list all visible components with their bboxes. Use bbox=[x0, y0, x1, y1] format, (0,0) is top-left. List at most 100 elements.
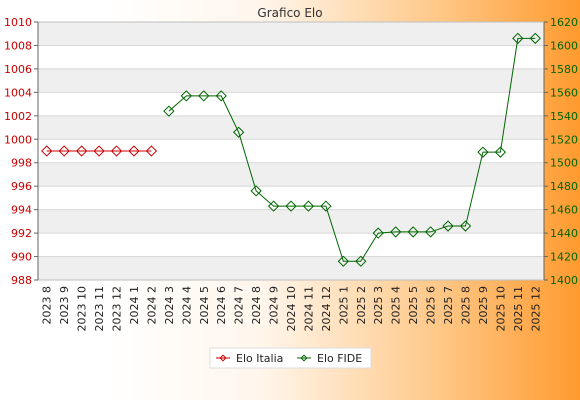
right-axis-tick-label: 1620 bbox=[550, 16, 578, 29]
x-axis-tick-label: 2025 2 bbox=[355, 286, 368, 325]
right-axis-tick-label: 1600 bbox=[550, 39, 578, 52]
legend: Elo Italia Elo FIDE bbox=[209, 347, 372, 369]
series-elo-italia bbox=[41, 145, 158, 157]
left-axis: 988 990 992 994 996 998 1000 1002 1004 1006 1008 10… bbox=[4, 16, 39, 287]
right-axis-tick-label: 1420 bbox=[550, 251, 578, 264]
x-axis-tick-label: 2025 10 bbox=[494, 286, 507, 332]
right-axis-tick-label: 1500 bbox=[550, 157, 578, 170]
right-axis-tick-label: 1480 bbox=[550, 180, 578, 193]
data-point bbox=[285, 200, 297, 212]
right-axis-tick-label: 1440 bbox=[550, 227, 578, 240]
data-point bbox=[494, 146, 507, 158]
data-point bbox=[215, 90, 227, 102]
legend-box bbox=[209, 347, 372, 369]
x-axis-tick-label: 2024 9 bbox=[268, 286, 281, 325]
x-axis-tick-label: 2025 11 bbox=[512, 286, 525, 332]
left-axis-tick-label: 1000 bbox=[4, 133, 32, 146]
legend-label: Elo Italia bbox=[236, 352, 283, 365]
x-axis-tick-label: 2025 5 bbox=[407, 286, 420, 325]
data-point bbox=[424, 226, 437, 238]
data-point bbox=[110, 145, 123, 157]
data-point bbox=[41, 145, 53, 157]
x-axis-tick-label: 2025 6 bbox=[425, 286, 438, 325]
right-axis-tick-label: 1560 bbox=[550, 86, 578, 99]
legend-marker bbox=[219, 354, 227, 362]
x-axis-tick-label: 2024 4 bbox=[180, 286, 193, 325]
series-elo-fide bbox=[163, 32, 541, 267]
left-axis-tick-label: 1002 bbox=[4, 110, 32, 123]
x-axis-tick-label: 2024 3 bbox=[163, 286, 176, 325]
data-point bbox=[372, 227, 384, 239]
data-point bbox=[459, 220, 472, 232]
left-axis-tick-label: 992 bbox=[11, 227, 32, 240]
x-axis-tick-label: 2025 3 bbox=[372, 286, 385, 325]
x-axis-tick-label: 2024 8 bbox=[250, 286, 263, 325]
x-axis-tick-label: 2025 4 bbox=[390, 286, 403, 325]
x-axis-tick-label: 2024 11 bbox=[302, 286, 315, 332]
grid-band bbox=[38, 162, 544, 187]
x-axis-tick-label: 2025 8 bbox=[459, 286, 472, 325]
x-axis-tick-label: 2024 1 bbox=[128, 286, 141, 325]
x-axis-tick-label: 2023 9 bbox=[58, 286, 71, 325]
plot-area bbox=[38, 22, 544, 280]
data-point bbox=[128, 145, 140, 157]
grid-band bbox=[38, 209, 544, 234]
left-axis-tick-label: 994 bbox=[11, 204, 32, 217]
data-point bbox=[477, 146, 489, 158]
right-axis-tick-label: 1460 bbox=[550, 204, 578, 217]
data-point bbox=[163, 105, 175, 117]
left-axis-tick-label: 988 bbox=[11, 274, 32, 287]
x-axis-tick-label: 2025 1 bbox=[337, 286, 350, 325]
data-point bbox=[180, 90, 192, 102]
chart-title: Grafico Elo bbox=[257, 6, 322, 20]
x-axis-tick-label: 2024 12 bbox=[320, 286, 333, 332]
x-axis-tick-label: 2025 12 bbox=[529, 286, 542, 332]
x-axis-tick-label: 2023 12 bbox=[111, 286, 124, 332]
data-point bbox=[198, 90, 210, 102]
data-point bbox=[58, 145, 70, 157]
grid-band bbox=[38, 256, 544, 280]
left-axis-tick-label: 1010 bbox=[4, 16, 32, 29]
data-point bbox=[407, 226, 419, 238]
left-axis-tick-label: 990 bbox=[11, 251, 32, 264]
data-point bbox=[232, 126, 245, 138]
data-point bbox=[302, 200, 315, 212]
x-axis-tick-label: 2023 11 bbox=[93, 286, 106, 332]
series-layer bbox=[41, 32, 541, 267]
data-point bbox=[93, 145, 105, 157]
data-point bbox=[442, 220, 454, 232]
left-axis-tick-label: 1004 bbox=[4, 86, 32, 99]
data-point bbox=[320, 200, 332, 212]
left-axis-tick-label: 1008 bbox=[4, 39, 32, 52]
left-axis-tick-label: 998 bbox=[11, 157, 32, 170]
grid-band bbox=[38, 22, 544, 46]
data-point bbox=[529, 32, 541, 45]
right-axis-tick-label: 1400 bbox=[550, 274, 578, 287]
data-point bbox=[267, 200, 280, 212]
series-line bbox=[168, 37, 536, 262]
x-axis-tick-label: 2025 7 bbox=[442, 286, 455, 325]
left-axis-tick-label: 1006 bbox=[4, 63, 32, 76]
data-point bbox=[250, 185, 262, 197]
right-axis-tick-label: 1520 bbox=[550, 133, 578, 146]
data-point bbox=[390, 226, 402, 238]
x-axis-tick-label: 2024 2 bbox=[145, 286, 158, 325]
x-axis-tick-label: 2023 10 bbox=[76, 286, 89, 332]
right-axis-tick-label: 1580 bbox=[550, 63, 578, 76]
grid-band bbox=[38, 68, 544, 93]
data-point bbox=[337, 255, 350, 267]
data-point bbox=[145, 145, 158, 157]
x-axis-tick-label: 2024 5 bbox=[198, 286, 211, 325]
data-point bbox=[75, 145, 88, 157]
x-axis-tick-label: 2024 6 bbox=[215, 286, 228, 325]
legend-marker bbox=[300, 354, 308, 362]
right-axis-tick-label: 1540 bbox=[550, 110, 578, 123]
x-axis-tick-label: 2024 7 bbox=[233, 286, 246, 325]
data-point bbox=[512, 32, 524, 45]
x-axis-tick-label: 2024 10 bbox=[285, 286, 298, 332]
data-point bbox=[355, 255, 367, 267]
legend-label: Elo FIDE bbox=[317, 352, 362, 365]
